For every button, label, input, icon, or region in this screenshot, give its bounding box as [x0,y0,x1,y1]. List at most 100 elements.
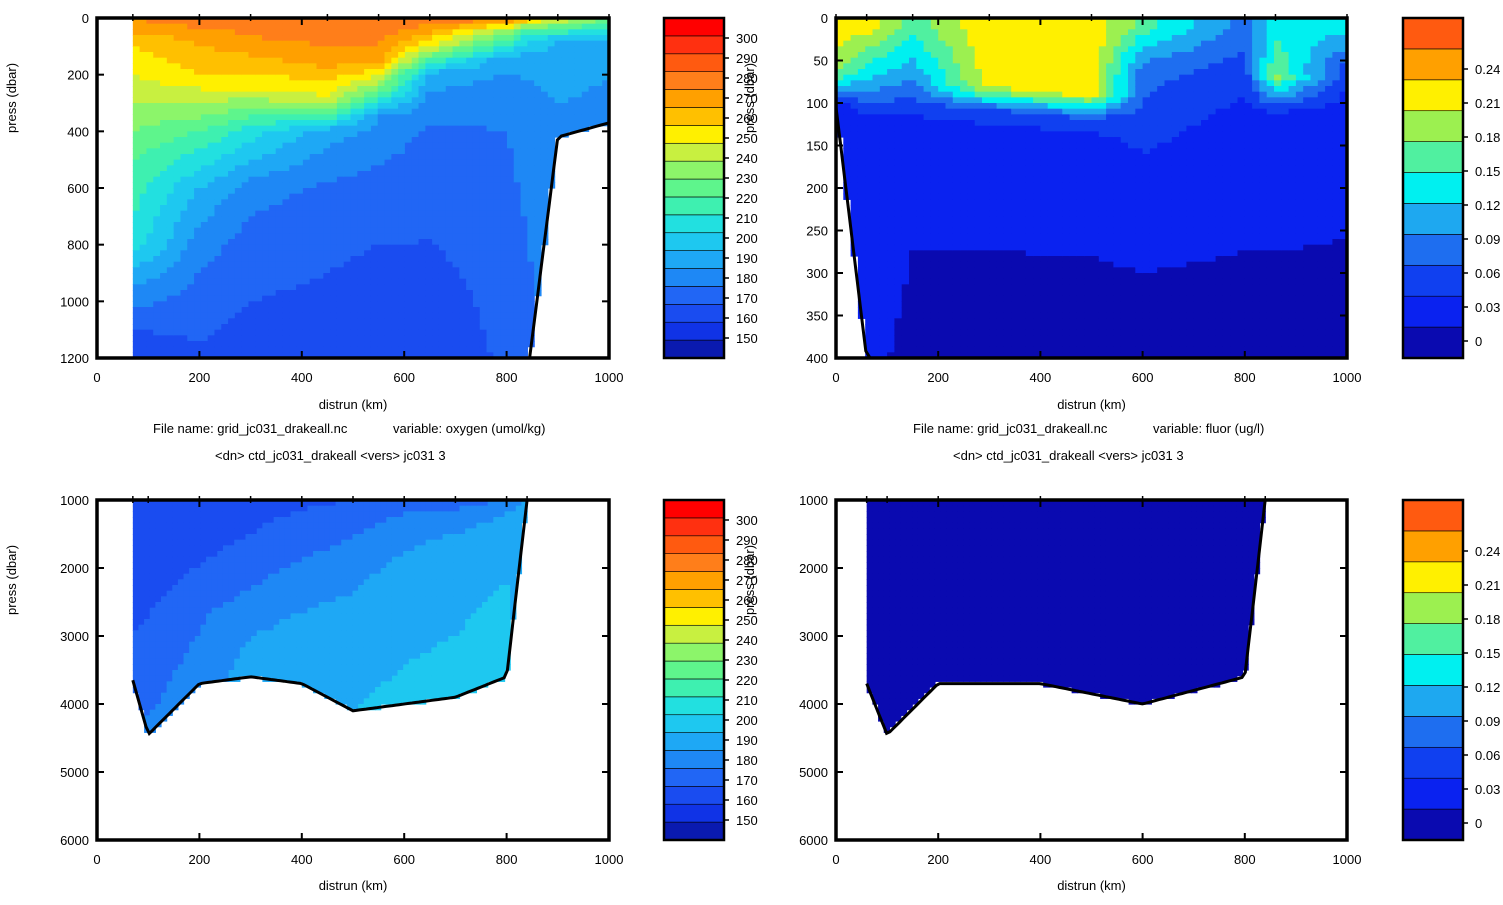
contour-cell [506,278,515,285]
contour-cell [391,63,399,70]
contour-cell [187,103,195,110]
contour-cell [472,171,481,178]
contour-cell [343,278,352,285]
contour-cell [540,142,549,149]
contour-cell [146,69,154,76]
contour-cell [967,142,976,149]
contour-cell [234,284,243,291]
contour-cell [865,108,874,115]
contour-cell [952,97,961,104]
contour-cell [850,120,859,127]
contour-cell [398,57,406,64]
contour-cell [384,52,392,59]
contour-cell [843,23,852,30]
contour-cell [486,40,494,47]
contour-cell [418,329,426,336]
contour-cell [309,159,318,166]
contour-cell [850,159,859,166]
contour-cell [275,74,284,81]
contour-cell [377,312,386,319]
contour-cell [967,346,976,353]
contour-cell [241,250,250,257]
contour-cell [234,108,243,115]
contour-cell [221,91,229,98]
contour-cell [160,114,168,121]
contour-cell [364,261,372,268]
contour-cell [316,86,324,93]
contour-cell [879,256,888,263]
contour-cell [289,290,297,297]
contour-cell [472,142,481,149]
contour-cell [466,324,474,331]
contour-cell [234,261,243,268]
contour-cell [574,108,583,115]
contour-cell [452,35,460,42]
contour-cell [187,335,195,342]
contour-cell [384,125,392,132]
contour-cell [506,222,515,229]
contour-cell [228,307,236,314]
contour-cell [879,205,888,212]
contour-cell [967,284,976,291]
contour-cell [411,193,420,200]
contour-cell [909,324,917,331]
contour-cell [916,137,925,144]
contour-cell [894,244,903,251]
contour-cell [180,171,188,178]
contour-cell [132,18,141,25]
contour-cell [275,137,284,144]
contour-cell [967,250,976,257]
contour-cell [887,244,895,251]
contour-cell [418,312,426,319]
contour-cell [425,29,433,36]
contour-cell [432,52,440,59]
contour-cell [887,120,895,127]
contour-cell [967,148,976,155]
contour-cell [445,199,454,206]
contour-cell [445,335,454,342]
contour-cell [952,250,961,257]
contour-cell [479,46,488,53]
contour-cell [967,205,976,212]
contour-cell [146,205,154,212]
contour-cell [479,284,488,291]
contour-cell [330,108,338,115]
contour-cell [302,176,311,183]
contour-cell [194,182,202,189]
contour-cell [398,267,406,274]
contour-cell [377,125,386,132]
contour-cell [153,165,161,172]
contour-cell [234,23,243,30]
contour-cell [952,29,961,36]
colorbar-label: 280 [736,71,758,86]
contour-cell [887,205,895,212]
contour-cell [370,267,379,274]
contour-cell [500,142,508,149]
contour-cell [377,341,386,348]
contour-cell [865,199,874,206]
contour-cell [160,154,168,161]
contour-cell [466,312,474,319]
contour-cell [370,35,379,42]
contour-cell [289,57,297,64]
contour-cell [398,301,406,308]
contour-cell [452,182,460,189]
contour-cell [296,295,304,302]
contour-cell [974,52,983,59]
contour-cell [887,290,895,297]
contour-cell [234,171,243,178]
contour-cell [452,205,460,212]
contour-cell [547,108,556,115]
contour-cell [513,63,522,70]
contour-cell [945,137,954,144]
contour-cell [857,290,866,297]
contour-cell [411,250,420,257]
contour-cell [506,335,515,342]
contour-cell [588,103,596,110]
contour-cell [513,278,522,285]
contour-cell [146,120,154,127]
contour-cell [139,74,148,81]
contour-cell [296,171,304,178]
contour-cell [234,278,243,285]
contour-cell [296,74,304,81]
